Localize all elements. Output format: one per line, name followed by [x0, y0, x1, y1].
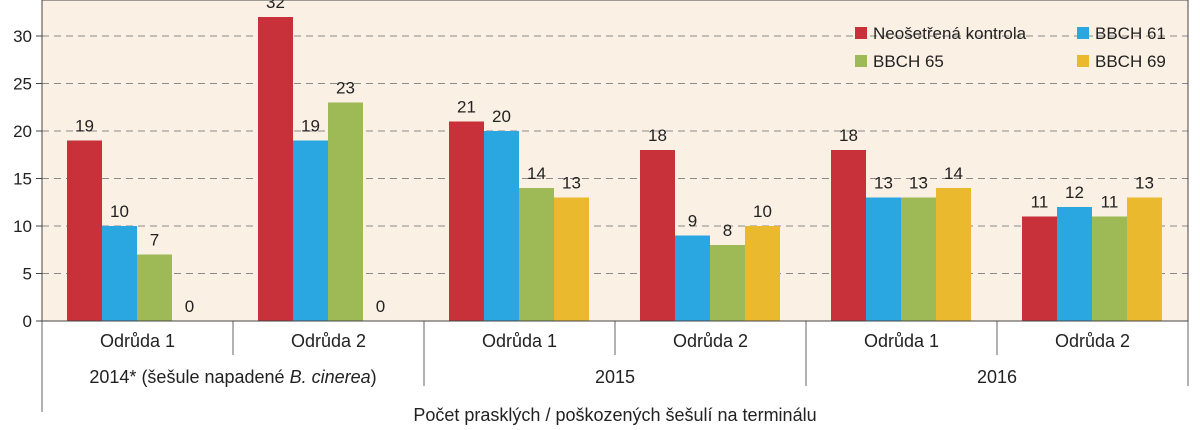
bar — [328, 102, 363, 321]
plot-border — [41, 0, 1189, 322]
data-label: 8 — [723, 221, 732, 240]
bar — [1127, 197, 1162, 321]
x-axis-title: Počet prasklých / poškozených šešulí na … — [413, 405, 816, 425]
bar — [936, 188, 971, 321]
y-tick-label: 5 — [23, 265, 32, 284]
data-label: 14 — [944, 164, 963, 183]
legend: Neošetřená kontrola BBCH 61 BBCH 65 BBCH 69 — [855, 24, 1166, 71]
category-label: Odrůda 2 — [1055, 331, 1130, 351]
data-labels: 19 10 7 0 32 19 23 0 21 20 14 13 18 9 8 10 18 13 13 14 11 12 1… — [75, 0, 1154, 316]
legend-label: BBCH 69 — [1095, 52, 1166, 71]
legend-swatch — [1077, 55, 1089, 67]
bar — [901, 197, 936, 321]
data-label: 0 — [185, 297, 194, 316]
legend-swatch — [1077, 27, 1089, 39]
bar — [745, 226, 780, 321]
data-label: 19 — [301, 117, 320, 136]
year-group-label: 2015 — [595, 367, 635, 387]
data-label: 11 — [1031, 193, 1049, 212]
bar — [1057, 207, 1092, 321]
bar — [554, 197, 589, 321]
data-label: 9 — [688, 212, 697, 231]
category-label: Odrůda 1 — [864, 331, 939, 351]
data-label: 13 — [1135, 174, 1154, 193]
bar — [449, 121, 484, 321]
data-label: 0 — [376, 297, 385, 316]
year-group-label: 2014* (šešule napadené B. cinerea) — [89, 367, 376, 387]
bar — [640, 150, 675, 321]
data-label: 21 — [457, 98, 476, 117]
y-tick-label: 25 — [13, 75, 32, 94]
bar — [1092, 216, 1127, 321]
y-axis: 0 5 10 15 20 25 30 — [13, 27, 42, 331]
data-label: 7 — [150, 231, 159, 250]
y-tick-label: 15 — [13, 170, 32, 189]
legend-swatch — [855, 55, 867, 67]
data-label: 18 — [648, 126, 667, 145]
year-group-label: 2016 — [977, 367, 1017, 387]
grid-lines — [42, 35, 1188, 274]
y-tick-label: 30 — [13, 27, 32, 46]
y-tick-label: 0 — [23, 312, 32, 331]
y-tick-label: 10 — [13, 217, 32, 236]
y-tick-label: 20 — [13, 122, 32, 141]
data-label: 14 — [527, 164, 546, 183]
bar — [137, 254, 172, 321]
data-label: 11 — [1101, 193, 1119, 212]
category-label: Odrůda 2 — [291, 331, 366, 351]
bar — [258, 17, 293, 321]
data-label: 10 — [110, 202, 129, 221]
data-label: 10 — [753, 202, 772, 221]
legend-swatch — [855, 27, 867, 39]
data-label: 12 — [1065, 183, 1084, 202]
bar — [1022, 216, 1057, 321]
legend-label: BBCH 61 — [1095, 24, 1166, 43]
bars — [67, 17, 1162, 321]
bar — [866, 197, 901, 321]
category-label: Odrůda 1 — [100, 331, 175, 351]
data-label: 18 — [839, 126, 858, 145]
bar — [831, 150, 866, 321]
bar — [102, 226, 137, 321]
bar — [484, 131, 519, 321]
data-label: 19 — [75, 117, 94, 136]
bar — [519, 188, 554, 321]
data-label: 13 — [909, 174, 928, 193]
plot-background — [42, 0, 1188, 321]
data-label: 13 — [874, 174, 893, 193]
legend-label: Neošetřená kontrola — [873, 24, 1027, 43]
data-label: 23 — [336, 79, 355, 98]
legend-label: BBCH 65 — [873, 52, 944, 71]
bar — [710, 245, 745, 321]
data-label: 13 — [562, 174, 581, 193]
category-label: Odrůda 2 — [673, 331, 748, 351]
x-axis: Odrůda 1 Odrůda 2 Odrůda 1 Odrůda 2 Odrůda 1… — [41, 321, 1189, 425]
data-label: 20 — [492, 107, 511, 126]
category-label: Odrůda 1 — [482, 331, 557, 351]
bar — [293, 140, 328, 321]
data-label: 32 — [266, 0, 285, 12]
bar — [675, 235, 710, 321]
bar — [67, 140, 102, 321]
